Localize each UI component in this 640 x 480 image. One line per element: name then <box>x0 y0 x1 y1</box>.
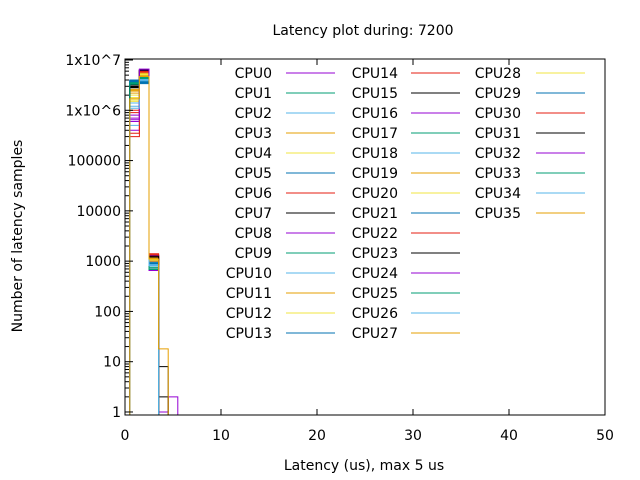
series-line-cpu27 <box>129 75 178 416</box>
legend-label: CPU31 <box>475 126 521 142</box>
series-line-cpu0 <box>129 68 179 415</box>
series-line-cpu35 <box>129 75 178 416</box>
legend-label: CPU18 <box>352 146 398 162</box>
x-tick-label: 40 <box>500 428 518 444</box>
legend-label: CPU29 <box>475 86 521 102</box>
x-tick-label: 20 <box>308 428 326 444</box>
legend-label: CPU21 <box>352 206 398 222</box>
series-line-cpu23 <box>129 70 178 416</box>
legend-label: CPU33 <box>475 166 521 182</box>
series-line-cpu25 <box>129 77 178 416</box>
series-line-cpu10 <box>129 80 178 416</box>
series-line-cpu7 <box>129 69 178 416</box>
y-tick-label: 1x10^7 <box>65 53 121 69</box>
y-tick-label: 1000 <box>85 254 121 270</box>
legend-label: CPU13 <box>226 326 272 342</box>
x-tick-label: 50 <box>596 428 614 444</box>
series-line-cpu29 <box>129 80 178 416</box>
series-line-cpu3 <box>129 81 178 416</box>
y-tick-label: 100000 <box>68 154 121 170</box>
series-line-cpu15 <box>129 70 178 416</box>
legend-label: CPU11 <box>226 286 272 302</box>
legend-label: CPU22 <box>352 226 398 242</box>
legend-label: CPU8 <box>235 226 272 242</box>
legend-label: CPU25 <box>352 286 398 302</box>
series-line-cpu17 <box>129 77 178 416</box>
x-tick-label: 0 <box>121 428 130 444</box>
series-line-cpu19 <box>129 72 178 416</box>
chart-title: Latency plot during: 7200 <box>272 23 453 39</box>
legend-label: CPU27 <box>352 326 398 342</box>
series-line-cpu24 <box>129 70 178 416</box>
legend-label: CPU28 <box>475 66 521 82</box>
legend-label: CPU5 <box>235 166 272 182</box>
legend-label: CPU1 <box>235 86 272 102</box>
legend-label: CPU23 <box>352 246 398 262</box>
legend-label: CPU10 <box>226 266 272 282</box>
x-tick-label: 30 <box>404 428 422 444</box>
series-line-cpu21 <box>129 81 178 416</box>
ticks-layer: 0 10 20 30 40 50 1 10 100 1000 10000 100000 1x10^6 1x… <box>65 53 614 444</box>
legend-label: CPU30 <box>475 106 521 122</box>
legend-label: CPU26 <box>352 306 398 322</box>
legend-label: CPU17 <box>352 126 398 142</box>
legend-label: CPU16 <box>352 106 398 122</box>
legend-label: CPU3 <box>235 126 272 142</box>
series-line-cpu30 <box>129 71 178 416</box>
series-line-cpu6 <box>129 72 178 416</box>
legend-label: CPU24 <box>352 266 398 282</box>
legend-label: CPU15 <box>352 86 398 102</box>
legend-label: CPU32 <box>475 146 521 162</box>
x-tick-label: 10 <box>212 428 230 444</box>
x-axis-label: Latency (us), max 5 us <box>284 458 444 474</box>
legend-label: CPU19 <box>352 166 398 182</box>
legend-label: CPU4 <box>235 146 272 162</box>
legend: CPU0 CPU1 CPU2 CPU3 CPU4 CPU5 CPU6 CPU7 CPU8 CPU9… <box>226 66 585 342</box>
y-tick-label: 100 <box>94 304 121 320</box>
legend-label: CPU6 <box>235 186 272 202</box>
legend-label: CPU7 <box>235 206 272 222</box>
series-line-cpu20 <box>129 72 178 416</box>
y-tick-label: 1x10^6 <box>65 103 121 119</box>
legend-label: CPU9 <box>235 246 272 262</box>
series-line-cpu22 <box>129 71 178 416</box>
legend-label: CPU20 <box>352 186 398 202</box>
legend-label: CPU12 <box>226 306 272 322</box>
y-axis-label: Number of latency samples <box>10 140 26 333</box>
series-line-cpu9 <box>129 76 178 416</box>
legend-label: CPU0 <box>235 66 272 82</box>
y-tick-label: 10 <box>103 355 121 371</box>
series-layer <box>129 68 179 416</box>
series-line-cpu1 <box>129 78 178 416</box>
series-line-cpu11 <box>129 75 178 416</box>
legend-label: CPU14 <box>352 66 398 82</box>
legend-label: CPU34 <box>475 186 521 202</box>
legend-label: CPU35 <box>475 206 521 222</box>
series-line-cpu4 <box>129 74 178 416</box>
y-tick-label: 10000 <box>76 204 121 220</box>
series-line-cpu33 <box>129 76 178 416</box>
series-line-cpu14 <box>129 71 178 416</box>
y-tick-label: 1 <box>112 405 121 421</box>
legend-label: CPU2 <box>235 106 272 122</box>
